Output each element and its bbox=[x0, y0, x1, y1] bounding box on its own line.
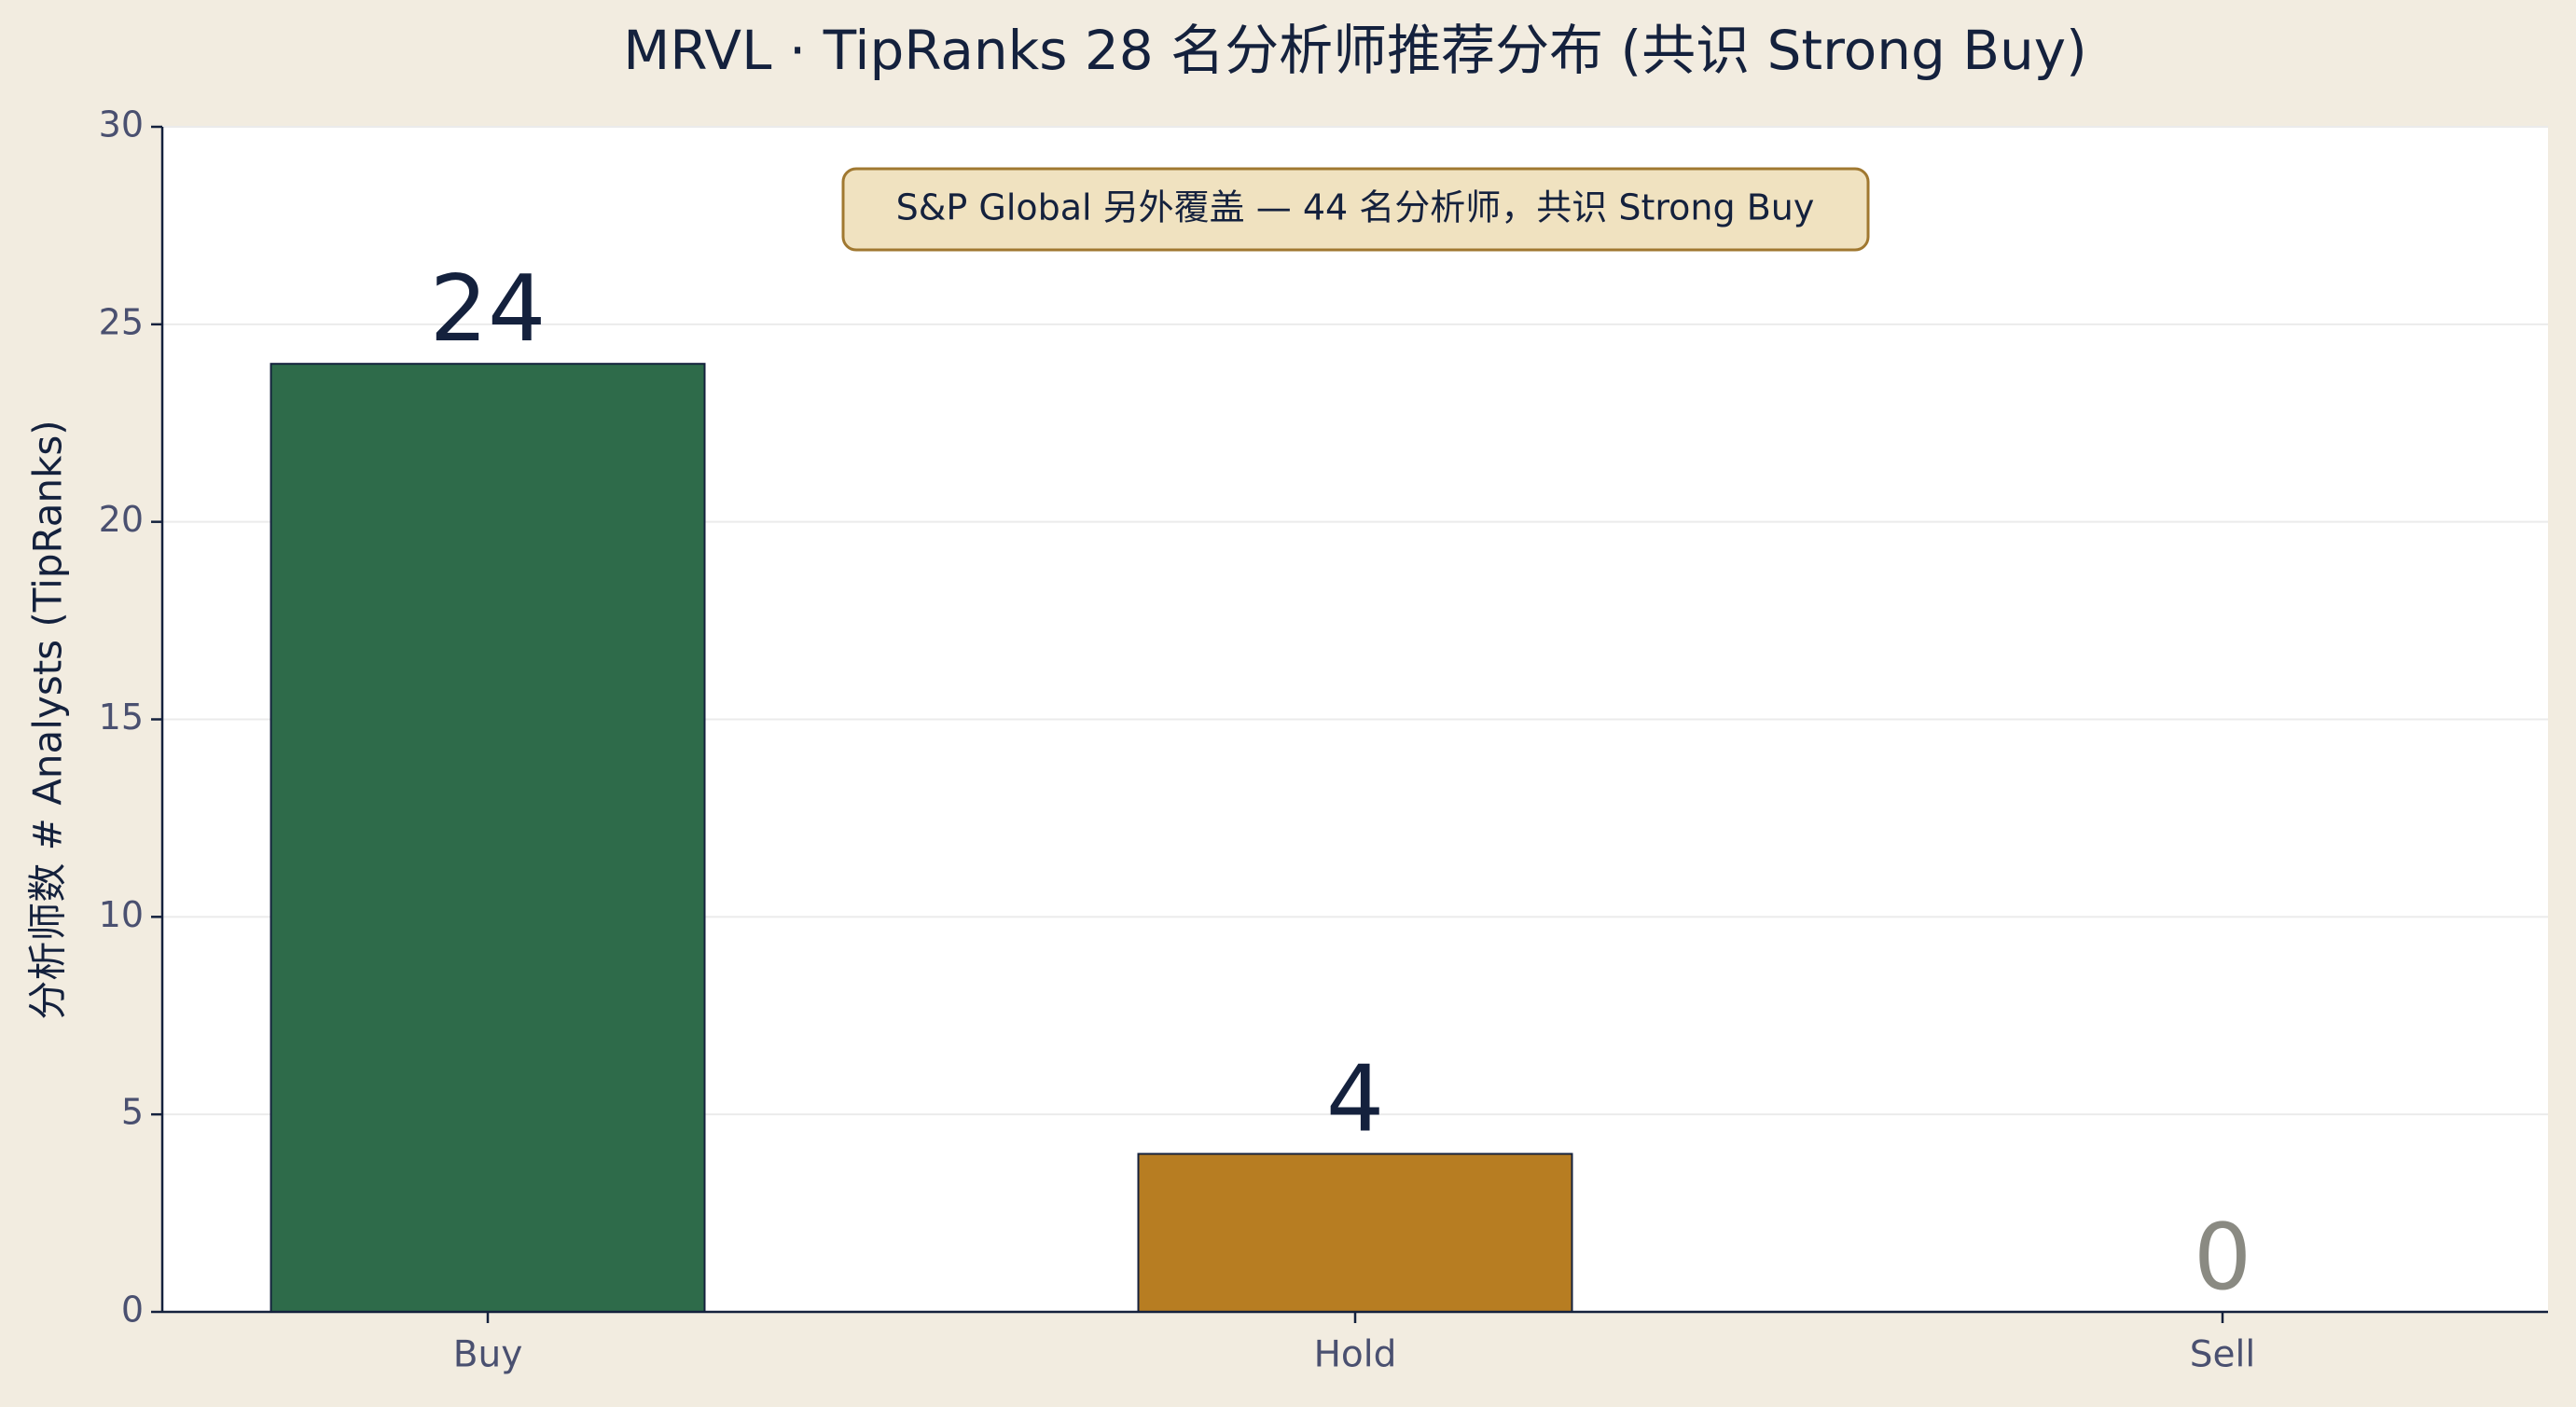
annotation-box bbox=[841, 167, 1870, 252]
y-tick-label: 30 bbox=[99, 104, 144, 145]
y-tick-label: 15 bbox=[99, 697, 144, 738]
bar bbox=[270, 363, 706, 1313]
annotation: S&P Global 另外覆盖 — 44 名分析师，共识 Strong Buy bbox=[896, 187, 1815, 228]
x-tick-label: Sell bbox=[2190, 1334, 2255, 1376]
value-label: 0 bbox=[2194, 1205, 2251, 1311]
x-tick-label: Buy bbox=[453, 1334, 523, 1376]
x-tick-label: Hold bbox=[1314, 1334, 1397, 1376]
y-tick-label: 25 bbox=[99, 301, 144, 342]
plot-layer bbox=[162, 126, 2548, 1313]
y-axis-label: 分析师数 # Analysts (TipRanks) bbox=[25, 420, 71, 1019]
y-tick-label: 20 bbox=[99, 499, 144, 540]
y-tick-label: 5 bbox=[121, 1092, 144, 1133]
value-label: 4 bbox=[1326, 1046, 1384, 1152]
y-tick-label: 10 bbox=[99, 894, 144, 935]
value-label: 24 bbox=[430, 256, 547, 363]
bar bbox=[1137, 1152, 1573, 1313]
y-tick-label: 0 bbox=[121, 1290, 144, 1331]
chart-title: MRVL · TipRanks 28 名分析师推荐分布 (共识 Strong B… bbox=[623, 19, 2086, 82]
